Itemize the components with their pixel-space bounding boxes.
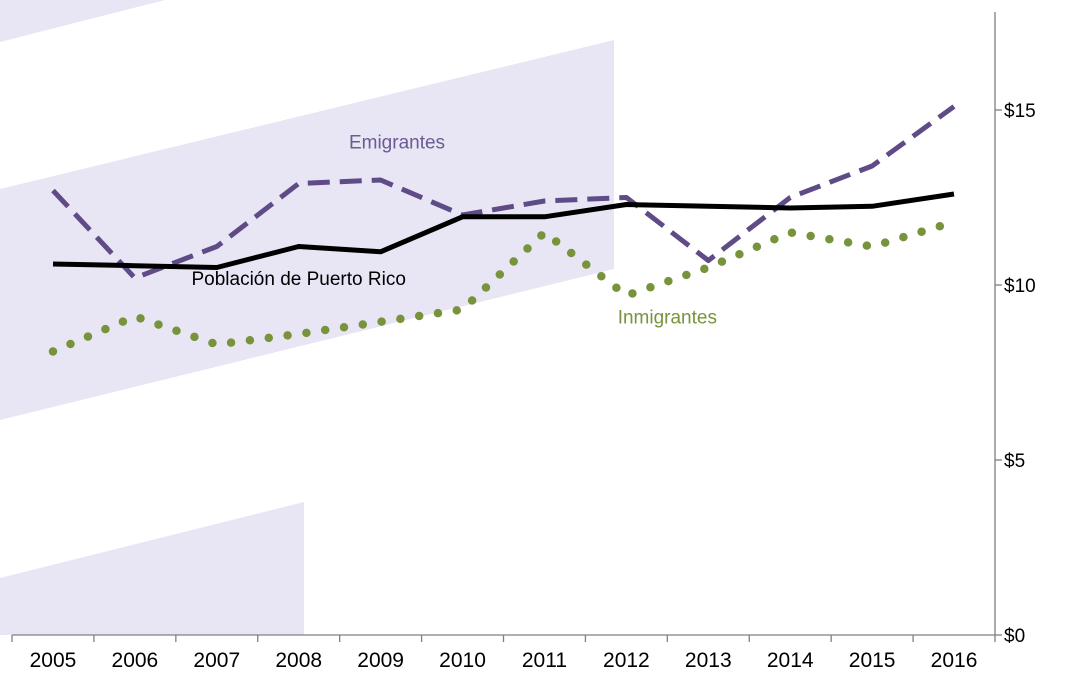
background-band-middle xyxy=(0,40,614,420)
y-tick-marks xyxy=(995,109,1002,636)
axes xyxy=(11,12,1002,642)
y-tick-label-0: $0 xyxy=(1004,626,1025,647)
x-tick-label-2010: 2010 xyxy=(439,649,486,672)
annotation-inmigrantes: Inmigrantes xyxy=(618,308,717,329)
x-tick-label-2012: 2012 xyxy=(603,649,650,672)
y-tick-label-15: $15 xyxy=(1004,101,1036,122)
series-line-emigrantes xyxy=(51,104,956,281)
annotation-poblacion-de-puerto-rico: Población de Puerto Rico xyxy=(191,269,405,290)
decorative-background xyxy=(0,0,614,635)
series-lines xyxy=(48,104,959,356)
series-line-poblacion-de-puerto-rico xyxy=(52,191,955,270)
series-annotations: Emigrantes Población de Puerto Rico Inmigr… xyxy=(191,133,716,329)
y-tick-labels: $0 $5 $10 $15 xyxy=(1004,101,1036,647)
background-band-bottom xyxy=(0,502,304,635)
x-tick-label-2016: 2016 xyxy=(931,649,978,672)
x-tick-label-2011: 2011 xyxy=(522,649,567,672)
x-tick-label-2009: 2009 xyxy=(357,649,404,672)
x-tick-labels: 2005 2006 2007 2008 2009 2010 2011 2012 2013 2014… xyxy=(30,649,978,672)
x-tick-label-2015: 2015 xyxy=(849,649,896,672)
x-tick-label-2008: 2008 xyxy=(275,649,322,672)
x-tick-label-2013: 2013 xyxy=(685,649,732,672)
x-tick-label-2014: 2014 xyxy=(767,649,814,672)
background-band-top xyxy=(0,0,165,42)
annotation-emigrantes: Emigrantes xyxy=(349,133,445,154)
x-tick-marks xyxy=(11,635,996,642)
y-tick-label-5: $5 xyxy=(1004,451,1025,472)
x-tick-label-2007: 2007 xyxy=(193,649,240,672)
x-tick-label-2006: 2006 xyxy=(112,649,159,672)
y-tick-label-10: $10 xyxy=(1004,276,1036,297)
x-tick-label-2005: 2005 xyxy=(30,649,77,672)
